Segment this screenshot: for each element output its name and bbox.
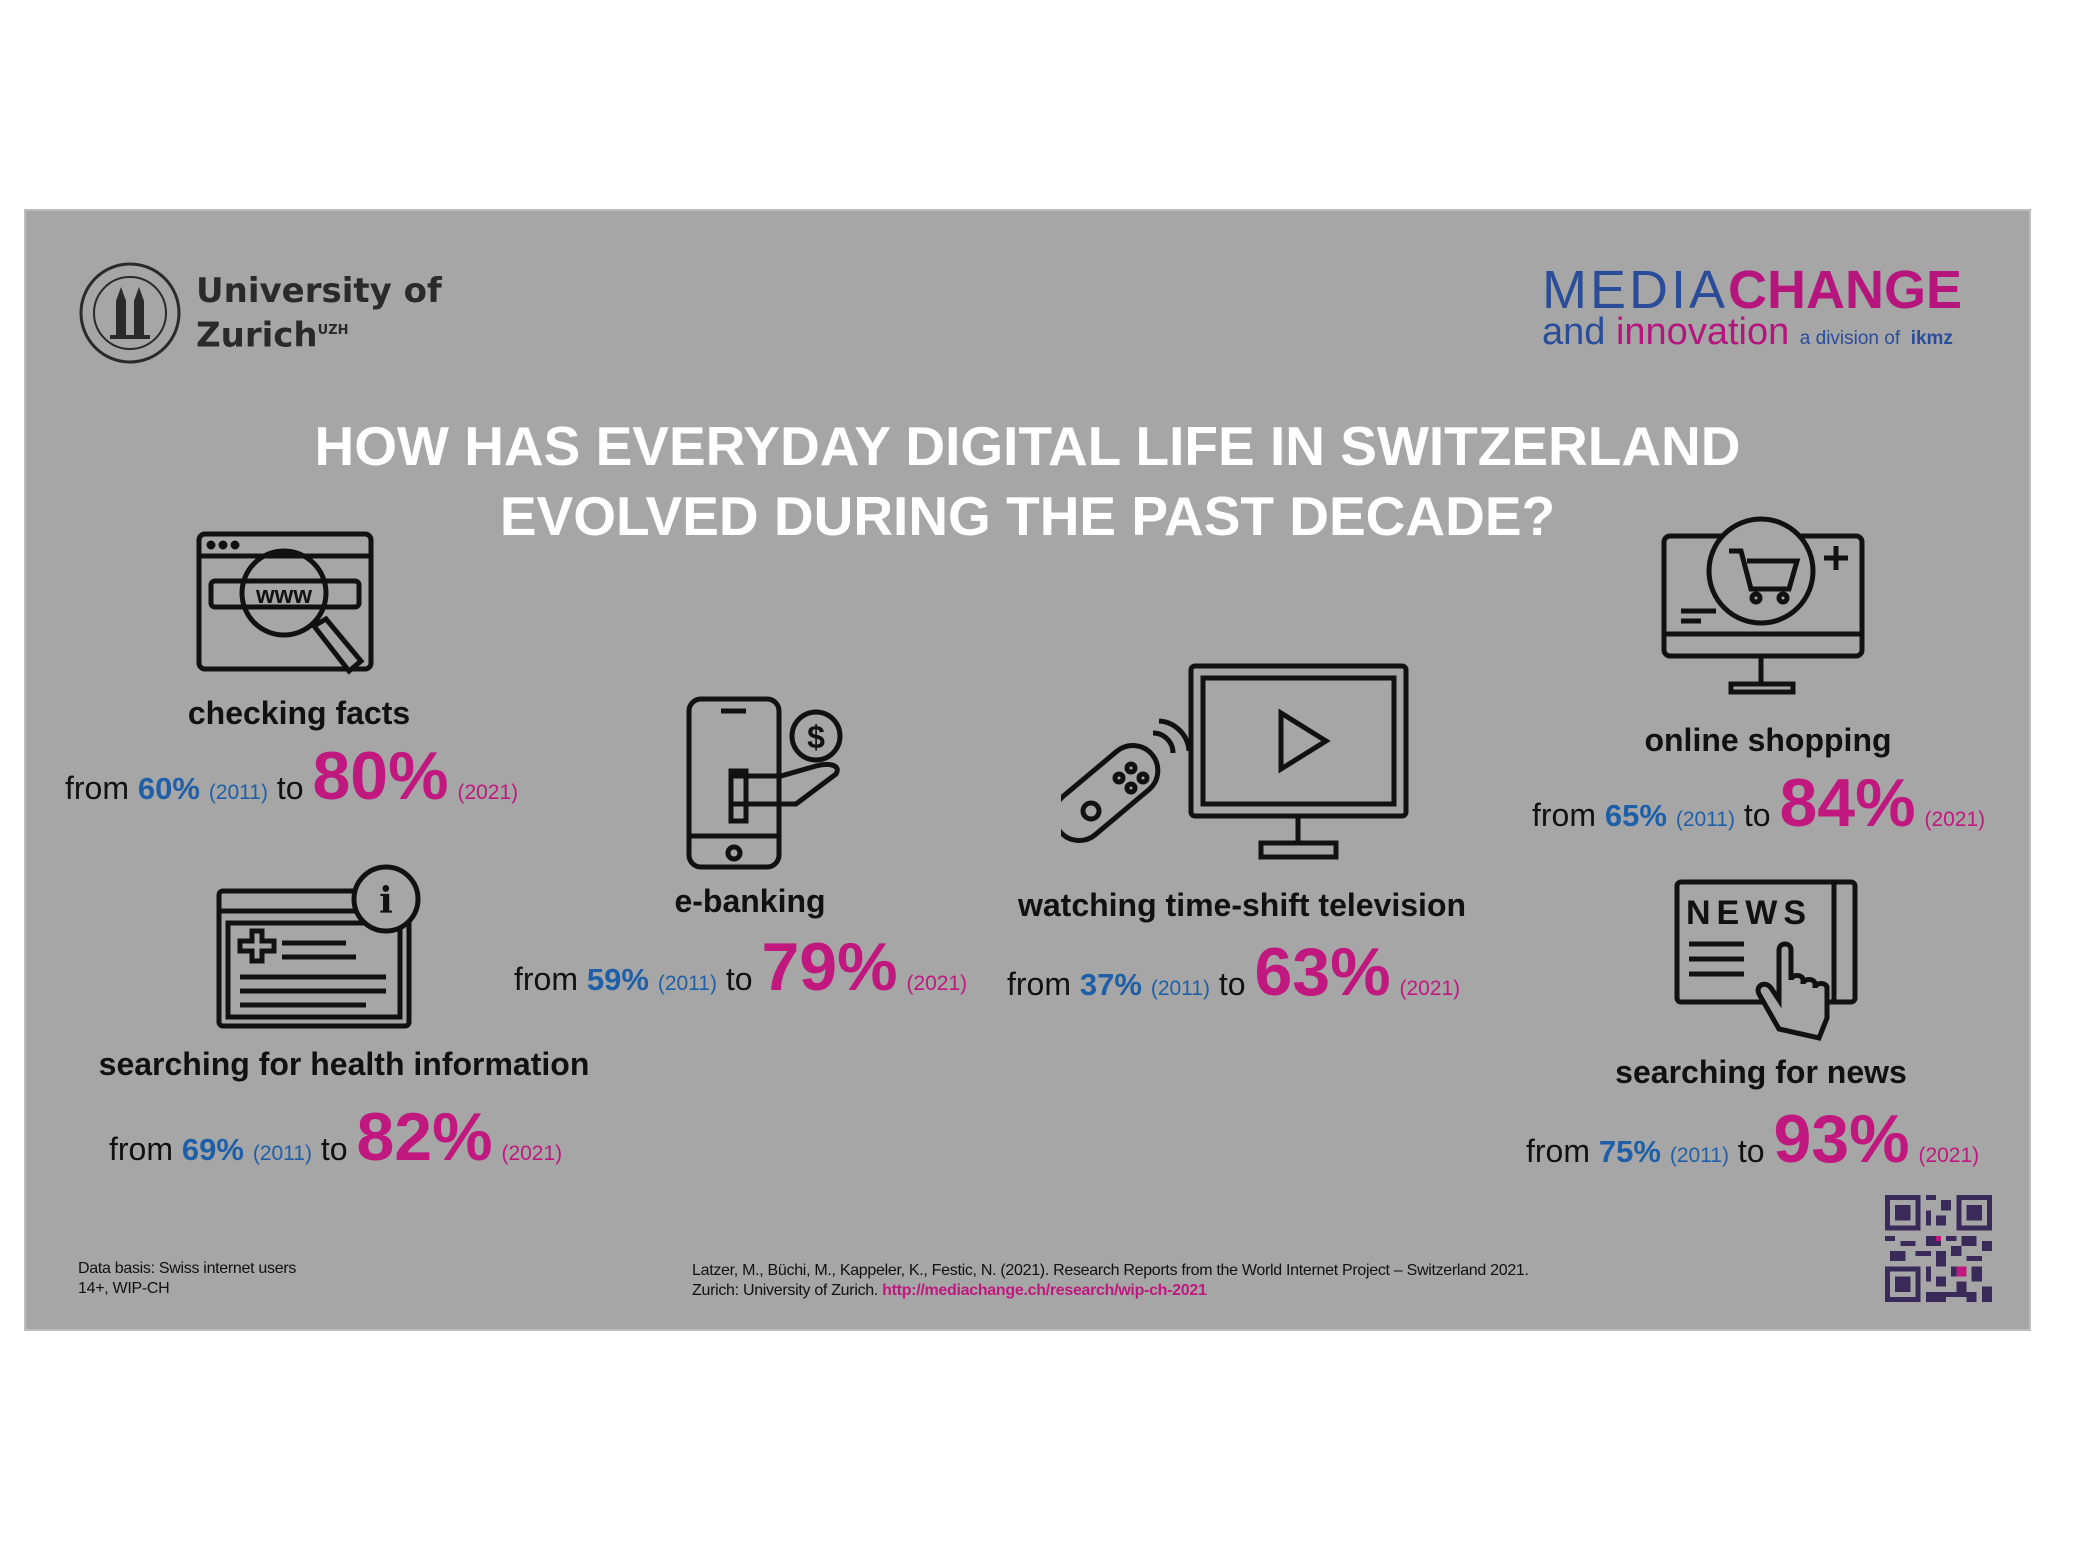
- svg-text:$: $: [807, 719, 825, 755]
- basis-line2: 14+, WIP-CH: [78, 1280, 170, 1297]
- health-info-icon: i: [216, 864, 421, 1029]
- to-text: to: [320, 1131, 348, 1167]
- title-line1: HOW HAS EVERYDAY DIGITAL LIFE IN SWITZER…: [314, 415, 1741, 477]
- from-text: from: [65, 770, 129, 806]
- value-2011: 60%: [137, 771, 200, 806]
- citation-line1: Latzer, M., Büchi, M., Kappeler, K., Fes…: [692, 1262, 1529, 1279]
- from-text: from: [1526, 1133, 1590, 1169]
- value-2021: 63%: [1254, 934, 1391, 1010]
- e-banking-icon: $: [686, 696, 843, 870]
- infographic-panel: University of ZurichUZH MEDIACHANGE and i…: [24, 209, 2031, 1331]
- uzh-seal-icon: [79, 262, 181, 364]
- mc-and: and: [1542, 311, 1606, 353]
- tv-remote-icon: [1061, 663, 1409, 860]
- mc-ikmz: ikmz: [1910, 328, 1953, 349]
- from-text: from: [109, 1131, 173, 1167]
- qr-code-icon[interactable]: [1885, 1195, 1992, 1302]
- year-2021: (2021): [906, 972, 968, 995]
- year-2011: (2011): [657, 972, 717, 995]
- citation: Latzer, M., Büchi, M., Kappeler, K., Fes…: [692, 1261, 1529, 1301]
- year-2021: (2021): [1924, 808, 1986, 831]
- value-2011: 75%: [1598, 1134, 1661, 1169]
- uzh-sup: UZH: [317, 322, 349, 338]
- stat-time-shift-tv: from 37% (2011) to 63% (2021): [1007, 933, 1460, 1011]
- from-text: from: [1532, 797, 1596, 833]
- label-online-shopping: online shopping: [1644, 722, 1892, 758]
- value-2011: 65%: [1604, 798, 1667, 833]
- stat-health-info: from 69% (2011) to 82% (2021): [109, 1098, 562, 1176]
- year-2011: (2011): [1675, 808, 1735, 831]
- value-2021: 79%: [761, 929, 898, 1005]
- uzh-name-line1: University of: [196, 270, 442, 311]
- year-2021: (2021): [501, 1142, 563, 1165]
- value-2021: 80%: [312, 738, 449, 814]
- stat-checking-facts: from 60% (2011) to 80% (2021): [65, 737, 518, 815]
- uzh-logo: University of ZurichUZH: [78, 261, 442, 365]
- year-2021: (2021): [457, 781, 519, 804]
- to-text: to: [1743, 797, 1771, 833]
- citation-line2: Zurich: University of Zurich.: [692, 1282, 879, 1299]
- stat-e-banking: from 59% (2011) to 79% (2021): [514, 928, 967, 1006]
- year-2011: (2011): [252, 1142, 312, 1165]
- title-line2: EVOLVED DURING THE PAST DECADE?: [499, 485, 1556, 547]
- value-2021: 82%: [356, 1099, 493, 1175]
- www-search-icon: www: [196, 531, 374, 675]
- year-2021: (2021): [1399, 977, 1461, 1000]
- mc-division: a division of: [1799, 328, 1901, 349]
- news-icon: NEWS: [1674, 879, 1858, 1041]
- svg-text:i: i: [379, 880, 393, 922]
- year-2011: (2011): [1150, 977, 1210, 1000]
- to-text: to: [276, 770, 304, 806]
- stat-searching-news: from 75% (2011) to 93% (2021): [1526, 1100, 1979, 1178]
- from-text: from: [1007, 966, 1071, 1002]
- year-2021: (2021): [1918, 1144, 1980, 1167]
- label-time-shift-tv: watching time-shift television: [1017, 887, 1467, 923]
- label-checking-facts: checking facts: [187, 695, 411, 731]
- to-text: to: [1218, 966, 1246, 1002]
- stat-online-shopping: from 65% (2011) to 84% (2021): [1532, 764, 1985, 842]
- basis-line1: Data basis: Swiss internet users: [78, 1260, 297, 1277]
- to-text: to: [725, 961, 753, 997]
- data-basis-note: Data basis: Swiss internet users 14+, WIP…: [78, 1259, 296, 1299]
- label-e-banking: e-banking: [674, 883, 826, 919]
- uzh-name-line2: Zurich: [196, 315, 318, 356]
- value-2011: 69%: [181, 1132, 244, 1167]
- from-text: from: [514, 961, 578, 997]
- mc-change: CHANGE: [1728, 260, 1963, 320]
- mediachange-logo: MEDIACHANGE and innovation a division of…: [1542, 263, 1962, 351]
- value-2021: 84%: [1779, 765, 1916, 841]
- value-2011: 37%: [1079, 967, 1142, 1002]
- year-2011: (2011): [1669, 1144, 1729, 1167]
- label-searching-news: searching for news: [1615, 1054, 1907, 1090]
- svg-text:NEWS: NEWS: [1686, 894, 1812, 932]
- label-health-info: searching for health information: [98, 1046, 590, 1082]
- citation-link[interactable]: http://mediachange.ch/research/wip-ch-20…: [882, 1282, 1207, 1299]
- year-2011: (2011): [208, 781, 268, 804]
- page-title: HOW HAS EVERYDAY DIGITAL LIFE IN SWITZER…: [26, 411, 2029, 551]
- svg-text:www: www: [255, 582, 312, 609]
- online-shopping-icon: [1661, 516, 1865, 695]
- value-2021: 93%: [1773, 1101, 1910, 1177]
- mc-media: MEDIA: [1542, 260, 1729, 320]
- value-2011: 59%: [586, 962, 649, 997]
- mc-innovation: innovation: [1615, 311, 1790, 353]
- to-text: to: [1737, 1133, 1765, 1169]
